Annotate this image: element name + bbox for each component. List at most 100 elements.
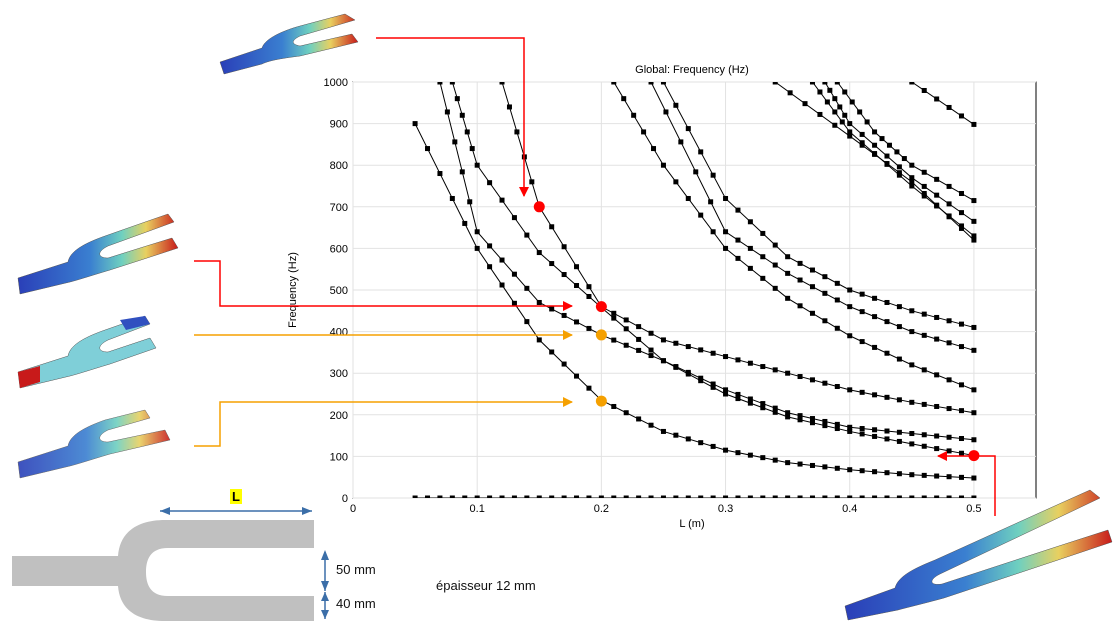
data-point [611, 82, 617, 85]
data-point [847, 129, 853, 135]
data-point [921, 183, 927, 189]
data-point [787, 90, 793, 96]
data-point [847, 304, 853, 310]
data-point [735, 391, 741, 397]
data-point [946, 340, 952, 346]
data-point [934, 433, 940, 439]
data-point [598, 495, 604, 498]
data-point [872, 129, 878, 135]
data-point [785, 270, 791, 276]
data-point [847, 121, 853, 127]
data-point [660, 162, 666, 168]
y-tick-label: 500 [330, 285, 348, 297]
data-point [822, 274, 828, 280]
data-point [958, 321, 964, 327]
data-point [797, 277, 803, 283]
data-point [499, 197, 505, 203]
y-axis-label: Frequency (Hz) [287, 252, 299, 328]
data-point [797, 495, 803, 498]
series-11 [822, 82, 977, 224]
data-point [809, 82, 815, 85]
data-point [946, 183, 952, 189]
data-point [859, 426, 865, 432]
data-point [971, 324, 977, 330]
arrow-top [376, 37, 529, 197]
data-point [785, 414, 791, 420]
data-point [611, 315, 617, 321]
y-tick-label: 900 [330, 119, 348, 131]
data-point [660, 495, 666, 498]
data-point [536, 250, 542, 256]
data-point [747, 495, 753, 498]
data-point [685, 495, 691, 498]
data-point [909, 175, 915, 181]
data-point [549, 495, 555, 498]
data-point [462, 495, 468, 498]
data-point [425, 495, 431, 498]
data-point [946, 434, 952, 440]
data-point [896, 172, 902, 178]
data-point [623, 495, 629, 498]
thickness-label: épaisseur 12 mm [436, 578, 536, 593]
data-point [971, 121, 977, 127]
data-point [648, 422, 654, 428]
data-point [641, 129, 647, 135]
data-point [747, 396, 753, 402]
data-point [487, 495, 493, 498]
data-point [822, 380, 828, 386]
data-point [685, 195, 691, 201]
data-point [623, 317, 629, 323]
data-point [760, 495, 766, 498]
data-point [747, 360, 753, 366]
series-4 [449, 82, 977, 443]
data-point [884, 470, 890, 476]
highlight-point [595, 329, 607, 341]
series-line [812, 82, 975, 237]
y-tick-label: 0 [342, 493, 348, 505]
data-point [685, 436, 691, 442]
data-point [817, 89, 823, 95]
data-point [574, 264, 580, 270]
data-point [449, 495, 455, 498]
data-point [685, 126, 691, 132]
data-point [710, 229, 716, 235]
data-point [524, 319, 530, 325]
data-point [909, 399, 915, 405]
series-5 [499, 82, 977, 416]
data-point [574, 495, 580, 498]
fork-schematic [12, 507, 329, 621]
data-point [611, 337, 617, 343]
data-point [710, 381, 716, 387]
data-point [511, 215, 517, 221]
data-point [822, 318, 828, 324]
data-point [487, 243, 493, 249]
y-tick-label: 200 [330, 410, 348, 422]
data-point [934, 473, 940, 479]
data-point [909, 362, 915, 368]
data-point [934, 495, 940, 498]
data-point [809, 420, 815, 426]
data-point [437, 82, 443, 85]
data-point [809, 416, 815, 422]
data-point [561, 244, 567, 250]
data-point [896, 397, 902, 403]
arrow-right [937, 451, 996, 516]
data-point [958, 113, 964, 119]
data-point [760, 275, 766, 281]
data-point [896, 356, 902, 362]
data-point [934, 176, 940, 182]
data-point [698, 440, 704, 446]
data-point [760, 405, 766, 411]
data-point [723, 387, 729, 393]
data-point [946, 495, 952, 498]
data-point [909, 472, 915, 478]
data-point [958, 450, 964, 456]
data-point [797, 461, 803, 467]
data-point [660, 428, 666, 434]
data-point [511, 300, 517, 306]
data-point [623, 410, 629, 416]
data-point [834, 297, 840, 303]
data-point [921, 495, 927, 498]
data-point [506, 104, 512, 110]
data-point [832, 96, 838, 102]
